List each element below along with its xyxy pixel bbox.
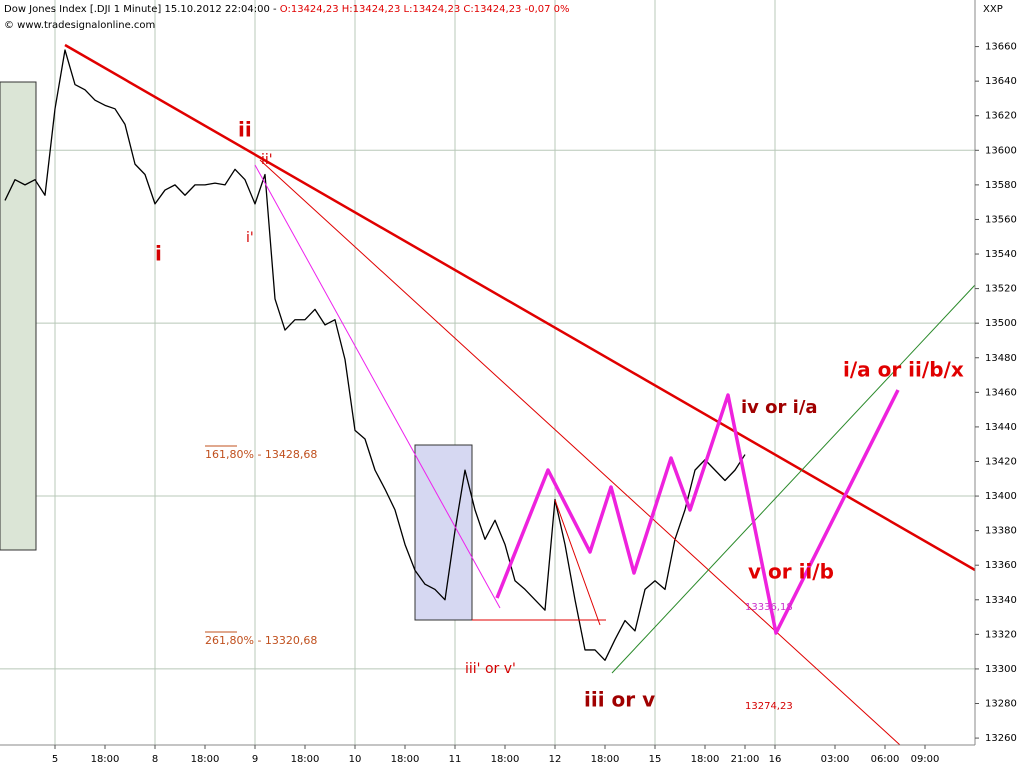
x-tick-label: 18:00 bbox=[491, 754, 520, 765]
axis-label: XXP bbox=[983, 4, 1003, 15]
x-tick-label: 9 bbox=[252, 754, 258, 765]
quote-text: O:13424,23 H:13424,23 L:13424,23 C:13424… bbox=[280, 4, 570, 15]
trend-line bbox=[554, 499, 601, 626]
x-tick-label: 03:00 bbox=[821, 754, 850, 765]
y-tick-label: 13580 bbox=[985, 180, 1017, 191]
wave-projection bbox=[495, 389, 900, 635]
trend-line bbox=[64, 43, 976, 572]
x-tick-label: 21:00 bbox=[731, 754, 760, 765]
annotation: i' bbox=[246, 230, 254, 246]
annotation: i bbox=[155, 242, 162, 266]
y-tick-label: 13400 bbox=[985, 491, 1017, 502]
x-tick-label: 18:00 bbox=[191, 754, 220, 765]
y-tick-label: 13260 bbox=[985, 733, 1017, 744]
trend-line bbox=[259, 159, 901, 746]
x-tick-label: 12 bbox=[549, 754, 562, 765]
drawings bbox=[64, 43, 976, 746]
chart-title: Dow Jones Index [.DJI 1 Minute] 15.10.20… bbox=[4, 4, 570, 15]
trend-line bbox=[254, 164, 501, 609]
annotation: ii' bbox=[261, 152, 273, 168]
y-tick-label: 13600 bbox=[985, 145, 1017, 156]
y-tick-label: 13520 bbox=[985, 284, 1017, 295]
annotation: i/a or ii/b/x bbox=[843, 358, 964, 382]
y-tick-label: 13420 bbox=[985, 456, 1017, 467]
x-tick-label: 15 bbox=[649, 754, 662, 765]
y-tick-label: 13300 bbox=[985, 664, 1017, 675]
y-tick-label: 13440 bbox=[985, 422, 1017, 433]
y-tick-label: 13460 bbox=[985, 387, 1017, 398]
x-tick-label: 18:00 bbox=[591, 754, 620, 765]
y-tick-label: 13480 bbox=[985, 353, 1017, 364]
annotation: iv or i/a bbox=[741, 397, 818, 418]
x-tick-label: 09:00 bbox=[911, 754, 940, 765]
y-tick-label: 13280 bbox=[985, 699, 1017, 710]
x-tick-label: 11 bbox=[449, 754, 462, 765]
y-tick-label: 13320 bbox=[985, 629, 1017, 640]
x-tick-label: 18:00 bbox=[391, 754, 420, 765]
y-tick-label: 13660 bbox=[985, 42, 1017, 53]
annotation: 13274,23 bbox=[745, 701, 793, 712]
y-tick-label: 13620 bbox=[985, 111, 1017, 122]
annotation: iii' or v' bbox=[465, 661, 516, 677]
annotation: 261,80% - 13320,68 bbox=[205, 634, 317, 647]
subtitle: © www.tradesignalonline.com bbox=[4, 20, 155, 31]
y-tick-label: 13640 bbox=[985, 76, 1017, 87]
annotation: ii bbox=[238, 118, 252, 142]
x-tick-label: 18:00 bbox=[691, 754, 720, 765]
y-tick-label: 13500 bbox=[985, 318, 1017, 329]
y-tick-label: 13340 bbox=[985, 595, 1017, 606]
x-tick-label: 10 bbox=[349, 754, 362, 765]
grid bbox=[0, 0, 975, 745]
trend-line bbox=[611, 284, 976, 674]
x-tick-label: 8 bbox=[152, 754, 158, 765]
x-tick-label: 16 bbox=[769, 754, 782, 765]
annotation: 161,80% - 13428,68 bbox=[205, 448, 317, 461]
x-tick-label: 06:00 bbox=[871, 754, 900, 765]
annotation: iii or v bbox=[584, 688, 655, 712]
range-box bbox=[0, 81, 37, 551]
y-tick-label: 13380 bbox=[985, 526, 1017, 537]
y-tick-label: 13540 bbox=[985, 249, 1017, 260]
y-tick-label: 13360 bbox=[985, 560, 1017, 571]
x-tick-label: 18:00 bbox=[91, 754, 120, 765]
title-text: Dow Jones Index [.DJI 1 Minute] 15.10.20… bbox=[4, 4, 280, 15]
annotation: 13336,18 bbox=[745, 602, 793, 613]
price-line bbox=[4, 49, 746, 661]
x-tick-label: 18:00 bbox=[291, 754, 320, 765]
annotation: v or ii/b bbox=[748, 560, 834, 584]
x-tick-label: 5 bbox=[52, 754, 58, 765]
range-box bbox=[414, 444, 473, 621]
plot bbox=[4, 49, 746, 661]
y-tick-label: 13560 bbox=[985, 214, 1017, 225]
